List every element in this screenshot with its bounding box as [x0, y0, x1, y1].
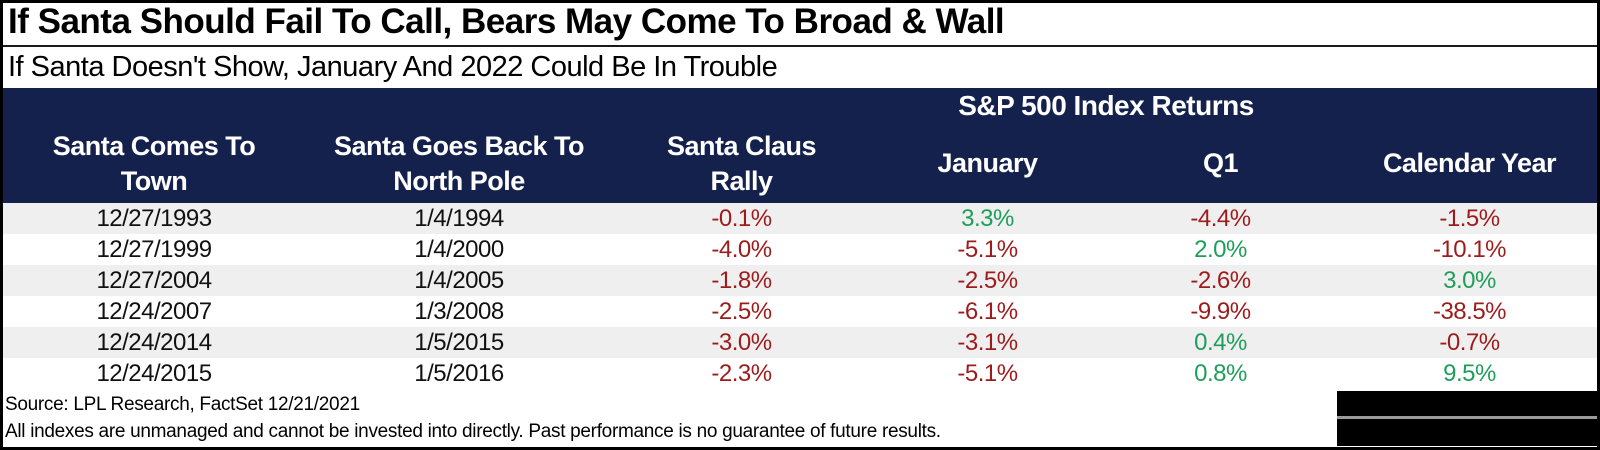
column-header-calendar-year: Calendar Year — [1382, 148, 1557, 178]
date-cell: 1/4/1994 — [414, 204, 504, 232]
page-title: If Santa Should Fail To Call, Bears May … — [8, 2, 1005, 41]
return-cell: -3.1% — [957, 328, 1018, 356]
return-cell: -6.1% — [957, 297, 1018, 325]
date-cell: 1/5/2015 — [414, 328, 504, 356]
disclaimer-note: All indexes are unmanaged and cannot be … — [5, 421, 941, 442]
return-cell: 3.3% — [961, 204, 1014, 232]
redaction-block — [1337, 391, 1597, 446]
table-row: 12/24/2014 1/5/2015 -3.0% -3.1% 0.4% -0.7% — [0, 327, 1600, 358]
return-cell: 3.0% — [1443, 266, 1496, 294]
return-cell: -0.1% — [711, 204, 772, 232]
return-cell: -2.5% — [711, 297, 772, 325]
return-cell: -38.5% — [1432, 297, 1507, 325]
date-cell: 1/4/2000 — [414, 235, 504, 263]
return-cell: -2.6% — [1190, 266, 1251, 294]
date-cell: 12/24/2015 — [96, 359, 212, 387]
table-header: S&P 500 Index Returns Santa Comes To Tow… — [0, 88, 1600, 203]
table-row: 12/24/2015 1/5/2016 -2.3% -5.1% 0.8% 9.5% — [0, 358, 1600, 389]
column-header-q1: Q1 — [1202, 148, 1239, 178]
source-note: Source: LPL Research, FactSet 12/21/2021 — [5, 394, 360, 415]
group-header-row: S&P 500 Index Returns — [0, 88, 1600, 124]
date-cell: 1/4/2005 — [414, 266, 504, 294]
return-cell: -1.5% — [1439, 204, 1500, 232]
date-cell: 12/24/2007 — [96, 297, 212, 325]
redaction-divider — [1337, 416, 1597, 419]
table-row: 12/27/2004 1/4/2005 -1.8% -2.5% -2.6% 3.0% — [0, 265, 1600, 296]
return-cell: -5.1% — [957, 235, 1018, 263]
column-header-santa-goes-back: Santa Goes Back To North Pole — [333, 130, 585, 196]
return-cell: 0.8% — [1194, 359, 1247, 387]
redaction-bar — [1337, 391, 1597, 416]
return-cell: -10.1% — [1432, 235, 1507, 263]
redaction-bar — [1337, 419, 1597, 446]
date-cell: 12/27/2004 — [96, 266, 212, 294]
return-cell: -0.7% — [1439, 328, 1500, 356]
table-row: 12/27/1993 1/4/1994 -0.1% 3.3% -4.4% -1.5% — [0, 203, 1600, 234]
date-cell: 12/27/1999 — [96, 235, 212, 263]
column-header-santa-comes-to-town: Santa Comes To Town — [52, 130, 256, 196]
table-body: 12/27/1993 1/4/1994 -0.1% 3.3% -4.4% -1.5% 12/… — [0, 203, 1600, 389]
column-header-santa-claus-rally: Santa Claus Rally — [666, 130, 817, 196]
return-cell: -4.0% — [711, 235, 772, 263]
column-header-january: January — [937, 148, 1038, 178]
return-cell: -1.8% — [711, 266, 772, 294]
return-cell: 9.5% — [1443, 359, 1496, 387]
page-subtitle: If Santa Doesn't Show, January And 2022 … — [8, 51, 778, 83]
date-cell: 1/3/2008 — [414, 297, 504, 325]
return-cell: 0.4% — [1194, 328, 1247, 356]
date-cell: 12/24/2014 — [96, 328, 212, 356]
table-row: 12/24/2007 1/3/2008 -2.5% -6.1% -9.9% -38.5% — [0, 296, 1600, 327]
return-cell: -4.4% — [1190, 204, 1251, 232]
date-cell: 12/27/1993 — [96, 204, 212, 232]
return-cell: -9.9% — [1190, 297, 1251, 325]
return-cell: -2.3% — [711, 359, 772, 387]
return-cell: -5.1% — [957, 359, 1018, 387]
date-cell: 1/5/2016 — [414, 359, 504, 387]
return-cell: 2.0% — [1194, 235, 1247, 263]
return-cell: -2.5% — [957, 266, 1018, 294]
group-header-label: S&P 500 Index Returns — [958, 90, 1254, 121]
title-divider — [0, 45, 1600, 47]
column-header-row: Santa Comes To Town Santa Goes Back To N… — [0, 124, 1600, 203]
return-cell: -3.0% — [711, 328, 772, 356]
table-row: 12/27/1999 1/4/2000 -4.0% -5.1% 2.0% -10.1% — [0, 234, 1600, 265]
